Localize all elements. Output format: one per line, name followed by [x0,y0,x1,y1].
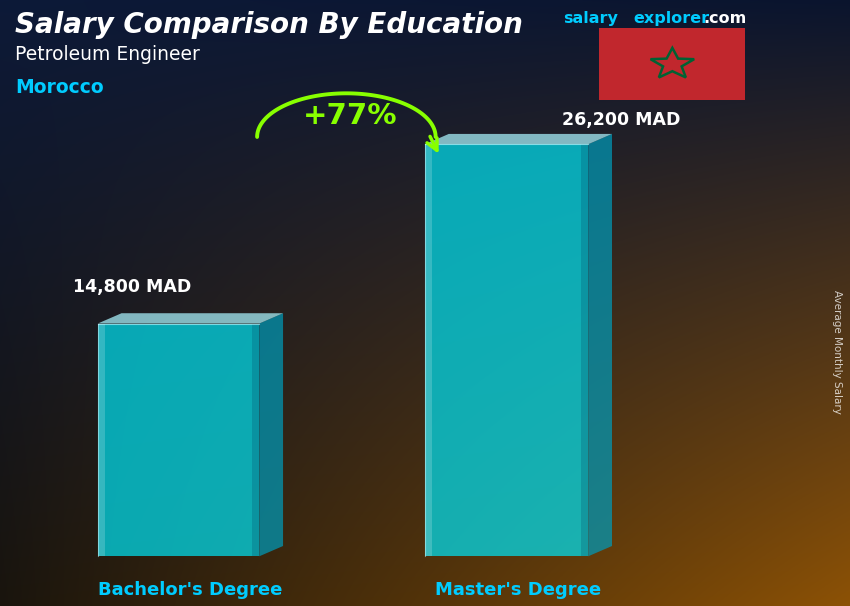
Text: Master's Degree: Master's Degree [435,581,602,599]
Polygon shape [98,324,259,556]
Polygon shape [259,313,283,556]
Polygon shape [98,313,283,324]
Bar [599,28,745,100]
Polygon shape [98,324,105,556]
Polygon shape [252,324,259,556]
Text: 14,800 MAD: 14,800 MAD [72,278,191,296]
Text: Average Monthly Salary: Average Monthly Salary [832,290,842,413]
Text: Salary Comparison By Education: Salary Comparison By Education [15,11,523,39]
Text: Petroleum Engineer: Petroleum Engineer [15,45,201,64]
Text: salary: salary [563,11,618,26]
Polygon shape [581,144,588,556]
Text: +77%: +77% [303,102,398,130]
Polygon shape [588,134,612,556]
Text: 26,200 MAD: 26,200 MAD [562,111,681,129]
Polygon shape [425,144,588,556]
Text: explorer: explorer [633,11,710,26]
Text: Morocco: Morocco [15,78,104,96]
Text: .com: .com [704,11,747,26]
Polygon shape [425,144,432,556]
Text: Bachelor's Degree: Bachelor's Degree [99,581,282,599]
Polygon shape [425,134,612,144]
